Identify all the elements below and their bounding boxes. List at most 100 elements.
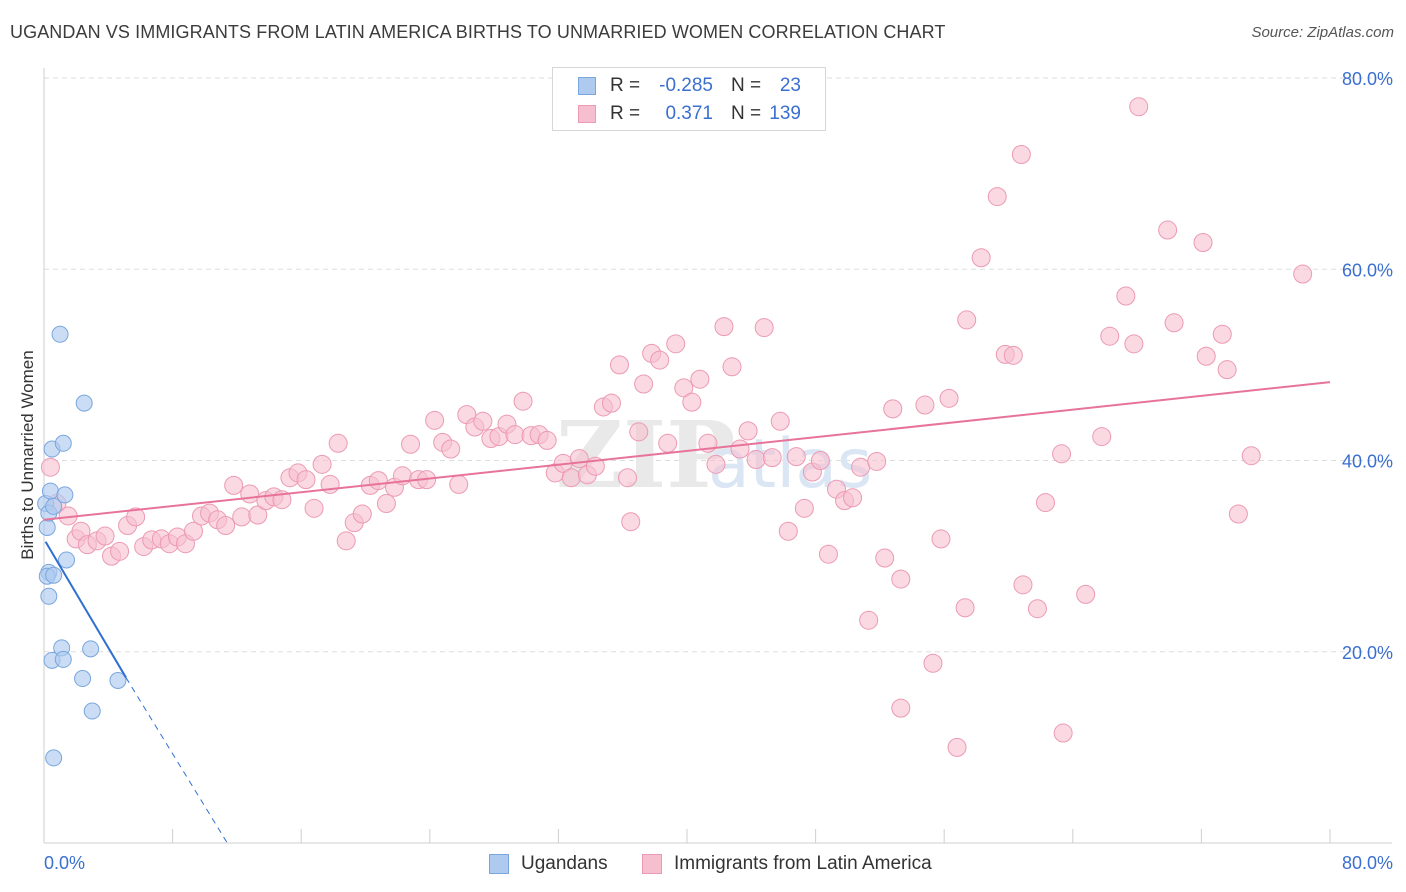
- latin-america-point: [867, 451, 887, 471]
- latin-america-point: [304, 498, 324, 518]
- tick-labels: 20.0% 40.0% 60.0% 80.0% 0.0% 80.0%: [44, 69, 1393, 873]
- latin-america-point: [658, 433, 678, 453]
- latin-america-point: [634, 374, 654, 394]
- latin-america-point: [1164, 313, 1184, 333]
- latin-america-point: [915, 395, 935, 415]
- latin-america-point: [126, 507, 146, 527]
- latin-america-point: [473, 411, 493, 431]
- latin-america-point: [40, 457, 60, 477]
- x-tick-label: 80.0%: [1342, 853, 1393, 873]
- latin-america-point: [449, 474, 469, 494]
- latin-america-point: [818, 544, 838, 564]
- latin-america-point: [666, 334, 686, 354]
- latin-america-point: [569, 449, 589, 469]
- y-tick-label: 40.0%: [1342, 452, 1393, 472]
- latin-america-point: [891, 698, 911, 718]
- latin-america-point: [609, 355, 629, 375]
- latin-america-point: [1241, 446, 1261, 466]
- latin-america-point: [1076, 584, 1096, 604]
- latin-america-point: [923, 653, 943, 673]
- latin-america-point: [859, 610, 879, 630]
- latin-america-point: [1116, 286, 1136, 306]
- latin-america-point: [248, 505, 268, 525]
- latin-america-point: [1100, 326, 1120, 346]
- latin-america-point: [875, 548, 895, 568]
- latin-america-point: [1193, 232, 1213, 252]
- latin-america-point: [957, 310, 977, 330]
- latin-america-point: [1003, 345, 1023, 365]
- latin-america-point: [183, 521, 203, 541]
- latin-america-point: [1228, 504, 1248, 524]
- source-label: Source: ZipAtlas.com: [1251, 24, 1394, 41]
- latin-america-point: [537, 430, 557, 450]
- ugandan-points: [37, 325, 127, 767]
- latin-america-point: [1013, 575, 1033, 595]
- latin-america-point: [441, 439, 461, 459]
- latin-america-point: [746, 450, 766, 470]
- latin-america-point: [851, 457, 871, 477]
- latin-america-legend-swatch: [642, 854, 662, 874]
- ugandan-point: [51, 325, 69, 343]
- ugandan-trend-extension: [125, 677, 228, 844]
- latin-america-point: [690, 369, 710, 389]
- y-tick-label: 60.0%: [1342, 260, 1393, 280]
- latin-america-point: [1293, 264, 1313, 284]
- x-tick-label: 0.0%: [44, 853, 85, 873]
- latin-america-point: [1158, 220, 1178, 240]
- latin-america-point: [947, 737, 967, 757]
- ugandan-point: [109, 671, 127, 689]
- ugandan-point: [45, 749, 63, 767]
- latin-america-point: [762, 448, 782, 468]
- latin-america-point: [714, 317, 734, 337]
- latin-america-point: [955, 598, 975, 618]
- latin-america-point: [1011, 145, 1031, 164]
- trend-lines: [43, 381, 1331, 844]
- y-tick-label: 80.0%: [1342, 69, 1393, 89]
- latin-america-point: [312, 454, 332, 474]
- latin-america-point: [621, 512, 641, 532]
- latin-america-point: [328, 433, 348, 453]
- latin-america-point: [240, 484, 260, 504]
- latin-america-point: [778, 521, 798, 541]
- latin-america-point: [1212, 324, 1232, 344]
- ugandan-point: [82, 640, 100, 658]
- n-label: N =: [731, 103, 762, 124]
- ugandan-point: [45, 566, 63, 584]
- ugandan-trend-line: [44, 541, 127, 679]
- latin-america-point: [95, 526, 115, 546]
- ugandan-point: [75, 394, 93, 412]
- latin-america-point: [618, 468, 638, 488]
- ugandan-point: [45, 497, 63, 515]
- latin-america-point: [770, 411, 790, 431]
- latin-america-point: [376, 494, 396, 514]
- r-label: R =: [610, 103, 641, 124]
- latin-america-point: [883, 399, 903, 419]
- latin-america-point: [1053, 723, 1073, 743]
- latin-america-point: [1027, 599, 1047, 619]
- ugandan-point: [40, 587, 58, 605]
- axes: [43, 68, 1392, 844]
- ugandan-point: [56, 486, 74, 504]
- latin-america-point: [561, 468, 581, 488]
- latin-america-swatch: [578, 105, 596, 123]
- latin-america-point: [706, 454, 726, 474]
- r-label: R =: [610, 75, 641, 96]
- r-value: 0.371: [665, 103, 713, 124]
- latin-america-point: [629, 422, 649, 442]
- latin-america-point: [674, 378, 694, 398]
- latin-america-point: [224, 475, 244, 495]
- ugandan-point: [74, 670, 92, 688]
- ugandans-legend-swatch: [489, 854, 509, 874]
- latin-america-point: [1196, 346, 1216, 366]
- latin-america-point: [296, 470, 316, 490]
- latin-america-point: [754, 318, 774, 338]
- latin-america-point: [730, 439, 750, 459]
- ugandan-point: [58, 551, 76, 569]
- stats-legend: R = -0.285 N = 23 R = 0.371 N = 139: [552, 67, 826, 131]
- ugandan-point: [38, 518, 56, 536]
- r-value: -0.285: [659, 75, 713, 96]
- latin-america-point: [425, 410, 445, 430]
- latin-america-point: [738, 421, 758, 441]
- n-value: 139: [769, 103, 801, 124]
